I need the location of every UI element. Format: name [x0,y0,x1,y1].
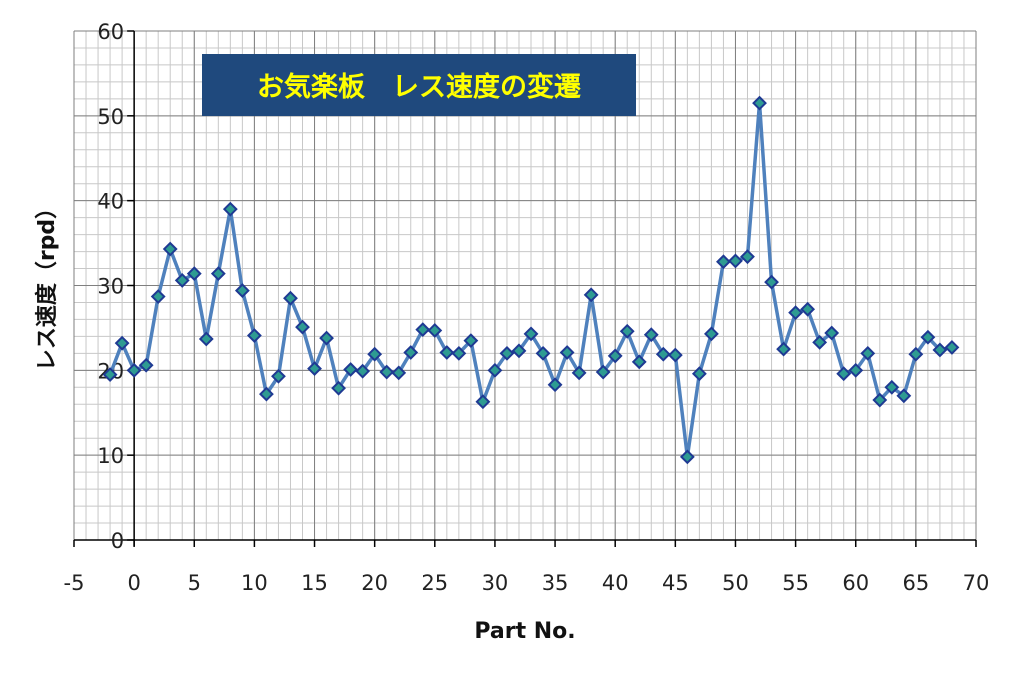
data-point [128,364,140,376]
data-point [164,243,176,255]
x-tick-label: 30 [482,571,509,595]
y-tick-label: 40 [97,190,124,214]
data-point [224,203,236,215]
data-point [717,256,729,268]
data-point [621,325,633,337]
y-tick-label: 0 [111,529,124,553]
data-point [766,276,778,288]
data-point [741,251,753,263]
data-point [790,307,802,319]
x-tick-label: 35 [542,571,569,595]
y-tick-label: 10 [97,444,124,468]
data-point [152,291,164,303]
data-point [116,337,128,349]
chart-title: お気楽板 レス速度の変遷 [257,71,581,103]
data-point [729,255,741,267]
x-tick-label: 10 [241,571,268,595]
data-point [838,368,850,380]
data-point [212,268,224,280]
data-point [236,285,248,297]
x-tick-label: 70 [963,571,990,595]
data-point [705,328,717,340]
x-tick-label: 15 [301,571,328,595]
x-tick-label: 25 [421,571,448,595]
data-point [669,349,681,361]
data-point [200,333,212,345]
y-tick-label: 60 [97,20,124,44]
data-point [140,359,152,371]
x-tick-label: 60 [842,571,869,595]
data-point [681,451,693,463]
x-tick-label: 45 [662,571,689,595]
data-point [417,324,429,336]
y-tick-label: 30 [97,275,124,299]
data-point [585,289,597,301]
data-point [248,330,260,342]
x-tick-label: 55 [782,571,809,595]
data-point [297,321,309,333]
x-tick-label: 5 [188,571,201,595]
y-axis-title: レス速度（rpd） [34,197,60,371]
data-point [693,368,705,380]
chart-title-box: お気楽板 レス速度の変遷 [202,54,636,116]
x-tick-labels: -5 0 5 10 15 20 25 30 35 40 45 50 55 60 65 70 [64,571,990,595]
x-tick-label: -5 [64,571,85,595]
y-tick-labels: 0102030405060 [97,20,124,553]
x-tick-label: 50 [722,571,749,595]
x-tick-label: 0 [127,571,140,595]
data-point [309,363,321,375]
data-point [633,356,645,368]
x-tick-label: 65 [902,571,929,595]
data-point [946,341,958,353]
x-tick-label: 40 [602,571,629,595]
x-axis-title: Part No. [474,619,575,644]
data-point [549,379,561,391]
y-tick-label: 50 [97,105,124,129]
data-point [802,303,814,315]
data-point [321,332,333,344]
x-tick-label: 20 [361,571,388,595]
data-point [477,396,489,408]
